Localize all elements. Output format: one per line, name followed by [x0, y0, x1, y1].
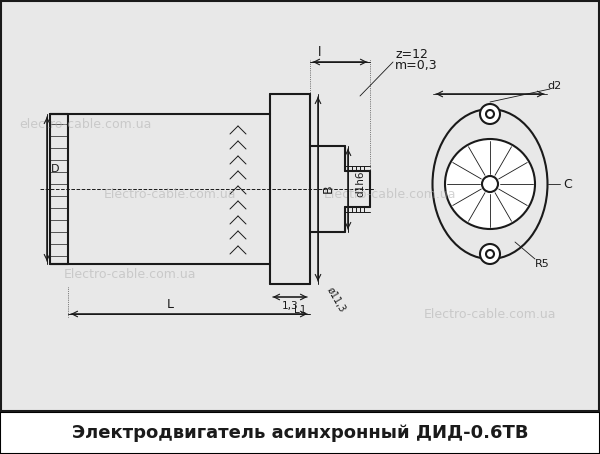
Text: C: C: [563, 178, 572, 191]
Text: R5: R5: [535, 259, 550, 269]
Text: m=0,3: m=0,3: [395, 59, 437, 73]
Text: L1: L1: [294, 305, 306, 315]
Text: electro-cable.com.ua: electro-cable.com.ua: [19, 118, 151, 130]
Text: L: L: [167, 298, 173, 311]
Text: l: l: [318, 46, 322, 59]
Text: Electro-cable.com.ua: Electro-cable.com.ua: [324, 188, 456, 201]
Text: 1,3: 1,3: [281, 301, 298, 311]
Text: d1h6: d1h6: [355, 171, 365, 197]
Text: Electro-cable.com.ua: Electro-cable.com.ua: [104, 188, 236, 201]
Text: Electro-cable.com.ua: Electro-cable.com.ua: [64, 267, 196, 281]
Text: ø11,3: ø11,3: [325, 286, 347, 314]
Text: D: D: [51, 164, 59, 174]
Text: z=12: z=12: [395, 48, 428, 60]
Text: Электродвигатель асинхронный ДИД-0.6ТВ: Электродвигатель асинхронный ДИД-0.6ТВ: [72, 424, 528, 442]
Circle shape: [486, 250, 494, 258]
Circle shape: [480, 104, 500, 124]
Text: Electro-cable.com.ua: Electro-cable.com.ua: [424, 307, 556, 321]
Text: B: B: [322, 185, 335, 193]
Circle shape: [480, 244, 500, 264]
Text: d2: d2: [548, 81, 562, 91]
Circle shape: [445, 139, 535, 229]
Circle shape: [486, 110, 494, 118]
Bar: [0, 412, 600, 454]
Circle shape: [482, 176, 498, 192]
